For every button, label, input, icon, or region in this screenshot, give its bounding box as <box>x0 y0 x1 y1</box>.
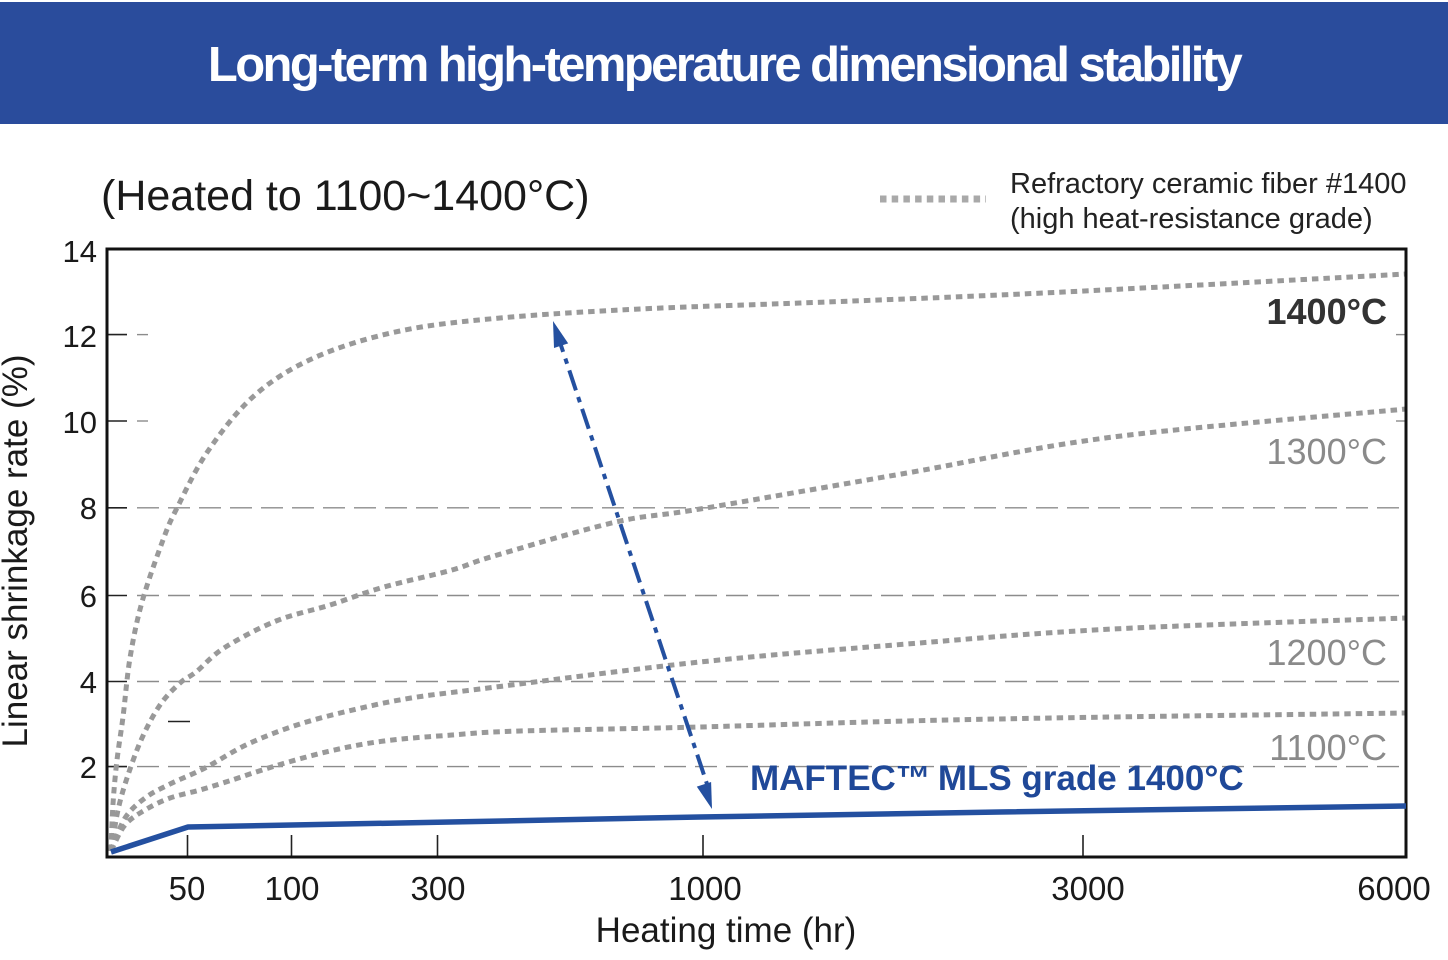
svg-text:1400°C: 1400°C <box>1267 291 1387 332</box>
svg-text:10: 10 <box>63 405 97 440</box>
svg-text:6: 6 <box>80 579 97 614</box>
svg-text:2: 2 <box>80 750 97 785</box>
svg-text:3000: 3000 <box>1051 870 1124 907</box>
svg-text:(Heated to 1100~1400°C): (Heated to 1100~1400°C) <box>101 172 590 220</box>
svg-text:MAFTEC™ MLS grade 1400°C: MAFTEC™ MLS grade 1400°C <box>750 759 1244 798</box>
svg-text:14: 14 <box>63 234 97 269</box>
svg-text:1100°C: 1100°C <box>1269 727 1387 768</box>
svg-text:12: 12 <box>63 319 97 354</box>
svg-text:Heating time (hr): Heating time (hr) <box>596 911 857 950</box>
svg-text:Linear shrinkage rate (%): Linear shrinkage rate (%) <box>0 355 35 748</box>
svg-text:100: 100 <box>264 870 319 907</box>
svg-text:4: 4 <box>80 665 97 700</box>
svg-text:1300°C: 1300°C <box>1267 431 1387 472</box>
svg-text:6000: 6000 <box>1357 870 1430 907</box>
svg-text:Long-term high-temperature dim: Long-term high-temperature dimensional s… <box>208 38 1243 92</box>
svg-text:8: 8 <box>80 491 97 526</box>
svg-text:Refractory ceramic fiber #1400: Refractory ceramic fiber #1400 <box>1010 168 1407 200</box>
svg-text:(high heat-resistance grade): (high heat-resistance grade) <box>1010 203 1373 235</box>
svg-text:300: 300 <box>410 870 465 907</box>
svg-text:50: 50 <box>169 870 206 907</box>
svg-text:1200°C: 1200°C <box>1267 632 1387 673</box>
svg-text:1000: 1000 <box>668 870 741 907</box>
